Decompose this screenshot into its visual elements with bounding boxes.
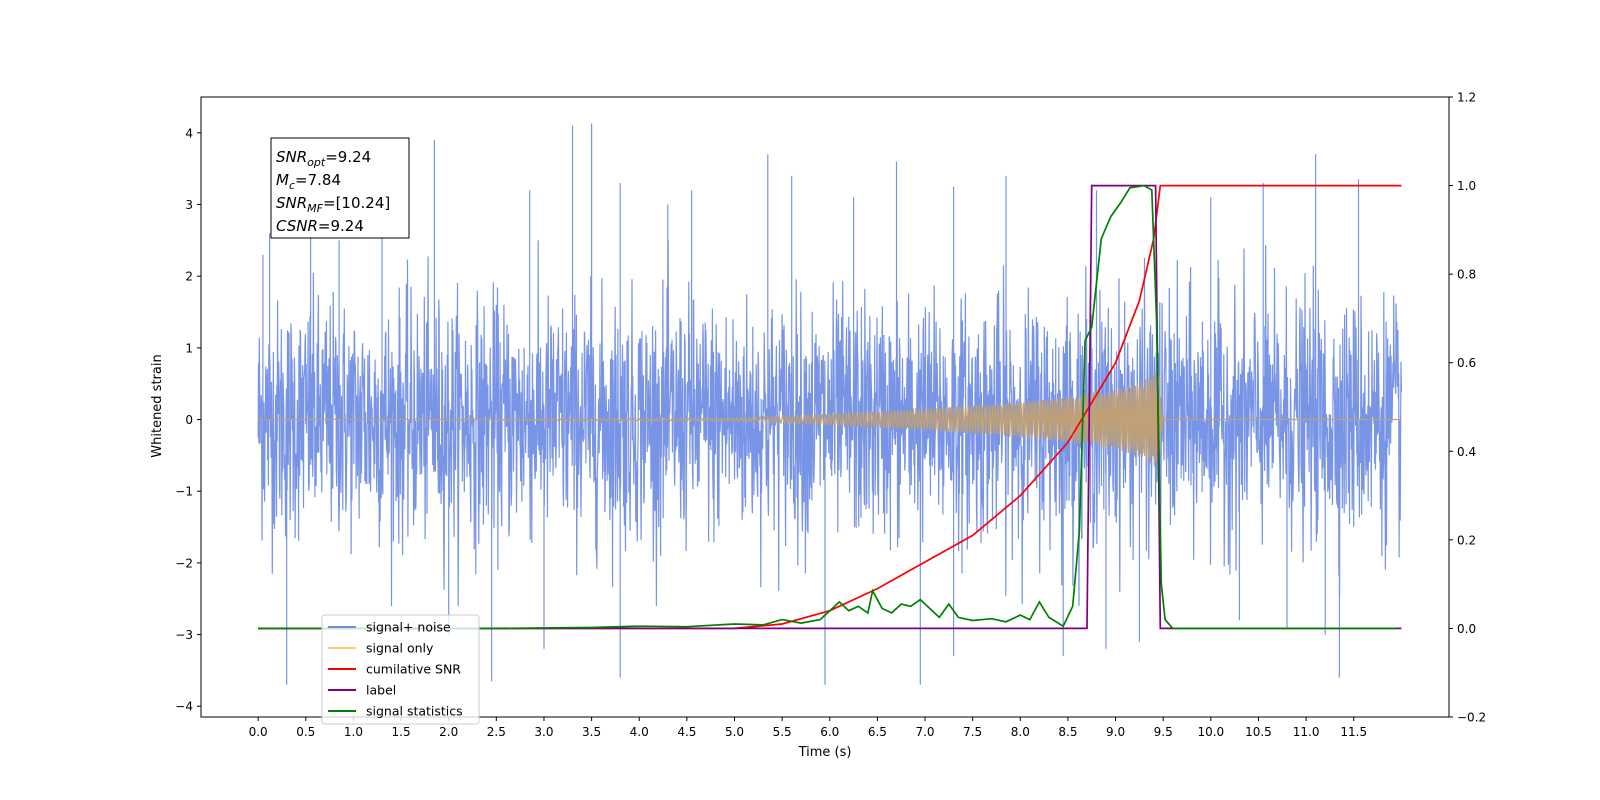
x-tick-label: 8.0 (1011, 725, 1030, 739)
plot-frame (200, 96, 1450, 718)
legend-label: signal only (366, 641, 434, 656)
y-left-tick-label: 0 (185, 413, 193, 427)
x-tick-label: 9.0 (1106, 725, 1125, 739)
y-right-tick-label: 0.8 (1457, 268, 1476, 282)
y-left-tick-label: −3 (175, 628, 193, 642)
y-left-tick-label: 2 (185, 270, 193, 284)
x-tick-label: 7.5 (963, 725, 982, 739)
y-left-tick-label: 1 (185, 341, 193, 355)
x-tick-label: 9.5 (1154, 725, 1173, 739)
x-tick-label: 4.5 (677, 725, 696, 739)
x-axis-label: Time (s) (798, 745, 852, 760)
x-tick-label: 11.0 (1293, 725, 1320, 739)
x-tick-label: 7.0 (915, 725, 934, 739)
x-tick-label: 0.0 (249, 725, 268, 739)
x-tick-label: 1.5 (392, 725, 411, 739)
y-right-tick-label: 1.2 (1457, 91, 1476, 105)
x-tick-label: 6.5 (868, 725, 887, 739)
series-signal-statistics (258, 184, 1397, 630)
annotation-frame (270, 137, 410, 239)
annotation-line: SNRMF=[10.24] (276, 194, 390, 215)
y-left-tick-label: −2 (175, 556, 193, 570)
y-left-tick-label: 4 (185, 126, 193, 140)
x-tick-label: 1.0 (344, 725, 363, 739)
x-tick-label: 5.5 (773, 725, 792, 739)
series-signal-only (258, 373, 1402, 467)
x-tick-label: 10.5 (1245, 725, 1272, 739)
legend-label: signal+ noise (366, 620, 451, 635)
legend-frame (321, 614, 480, 725)
x-tick-label: 2.0 (439, 725, 458, 739)
y-right-tick-label: 1.0 (1457, 179, 1476, 193)
annotation-line: SNRopt=9.24 (276, 148, 371, 169)
y-right-tick-label: 0.0 (1457, 622, 1476, 636)
x-tick-label: 0.5 (296, 725, 315, 739)
x-tick-label: 5.0 (725, 725, 744, 739)
y-right-tick-label: −0.2 (1457, 711, 1486, 725)
y-left-tick-label: 3 (185, 198, 193, 212)
x-tick-label: 6.0 (820, 725, 839, 739)
x-tick-label: 10.0 (1197, 725, 1224, 739)
x-tick-label: 11.5 (1340, 725, 1367, 739)
y-right-tick-label: 0.6 (1457, 356, 1476, 370)
y-left-tick-label: −1 (175, 485, 193, 499)
annotation-line: Mc=7.84 (276, 171, 341, 192)
x-tick-label: 2.5 (487, 725, 506, 739)
axes-layer: 0.0 0.5 1.0 1.5 2.0 2.5 3.0 3.5 4.0 4.5 5.0 5.5 6.0 6… (175, 91, 1486, 740)
series-layer (257, 123, 1402, 685)
x-tick-label: 3.0 (534, 725, 553, 739)
y-right-tick-label: 0.4 (1457, 445, 1476, 459)
y-left-tick-label: −4 (175, 700, 193, 714)
legend-label: label (366, 683, 396, 698)
y-axis-left-label: Whitened strain (150, 354, 165, 457)
x-tick-label: 4.0 (630, 725, 649, 739)
x-tick-label: 8.5 (1058, 725, 1077, 739)
legend: signal+ noise signal only cumilative SNR la… (321, 614, 480, 725)
series-signal-plus-noise (257, 123, 1402, 685)
x-tick-label: 3.5 (582, 725, 601, 739)
legend-label: cumilative SNR (366, 662, 461, 677)
y-right-tick-label: 0.2 (1457, 533, 1476, 547)
annotation-line: CSNR=9.24 (276, 217, 364, 235)
legend-label: signal statistics (366, 704, 463, 719)
